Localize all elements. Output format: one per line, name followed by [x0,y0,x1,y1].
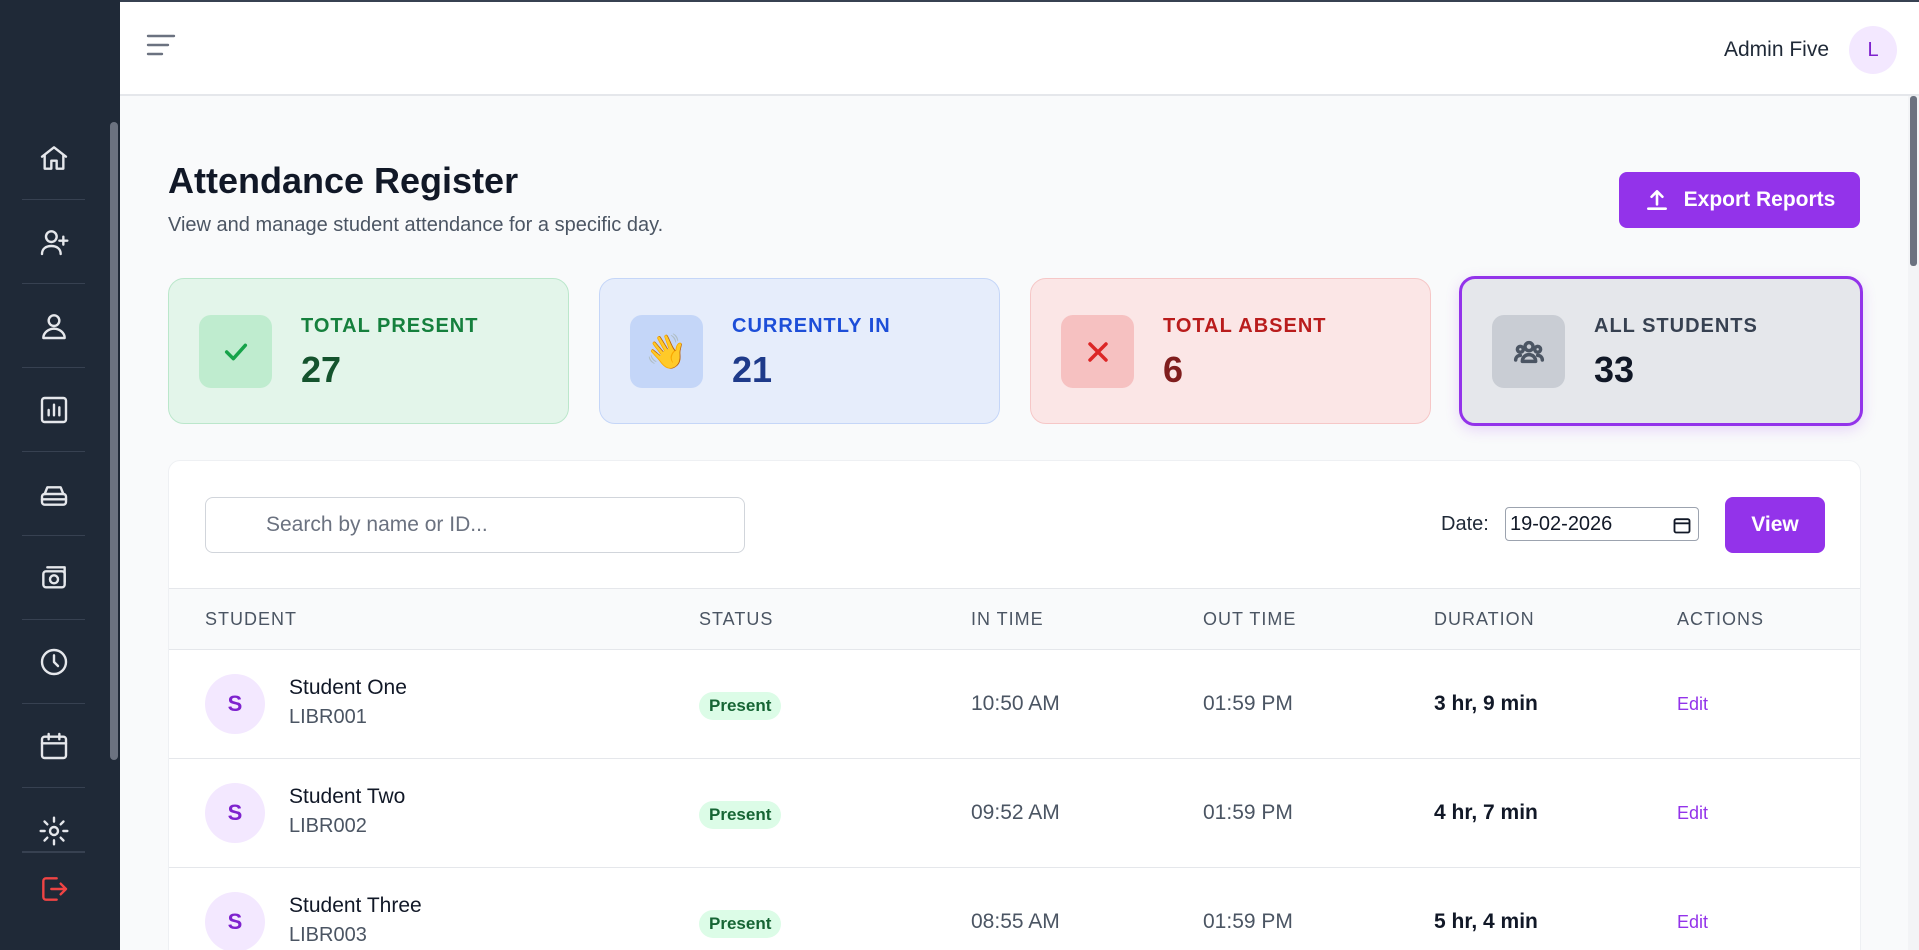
nav-clock[interactable] [22,620,85,704]
in-time: 08:55 AM [971,910,1060,933]
stat-card-all-students[interactable]: ALL STUDENTS 33 [1459,276,1863,426]
table-row: S Student Three LIBR003 Present 08:55 AM… [169,868,1860,950]
payments-icon [41,565,66,589]
nav-payments[interactable] [22,536,85,620]
duration: 4 hr, 7 min [1434,801,1538,824]
calendar-icon [40,732,67,759]
close-icon [1061,315,1134,388]
check-icon [199,315,272,388]
column-header: STUDENT [205,609,297,629]
stat-card-total-present[interactable]: TOTAL PRESENT 27 [168,278,569,424]
stat-value: 21 [732,349,773,390]
search-input[interactable]: Search by name or ID... [205,497,745,553]
export-reports-label: Export Reports [1683,188,1836,211]
duration: 5 hr, 4 min [1434,910,1538,933]
status-badge: Present [699,801,782,829]
date-value: 19-02-2026 [1510,512,1613,535]
page-title: Attendance Register [168,160,519,201]
calendar-picker-icon[interactable] [1672,515,1692,535]
sidebar [0,0,120,950]
student-id: LIBR003 [289,924,367,946]
upload-icon [1646,190,1667,210]
page-subtitle: View and manage student attendance for a… [168,214,664,236]
stat-value: 27 [301,349,342,390]
stat-card-currently-in[interactable]: 👋 CURRENTLY IN 21 [599,278,1000,424]
admin-name: Admin Five [1723,38,1829,61]
table-row: S Student Two LIBR002 Present 09:52 AM 0… [169,759,1860,868]
attendance-panel: Search by name or ID... Date: 19-02-2026… [168,460,1861,950]
table-row: S Student One LIBR001 Present 10:50 AM 0… [169,650,1860,759]
column-header: DURATION [1434,609,1535,629]
nav-reports[interactable] [22,368,85,452]
sidebar-scrollbar[interactable] [110,122,118,760]
in-time: 09:52 AM [971,801,1060,824]
nav-students[interactable] [22,284,85,368]
duration: 3 hr, 9 min [1434,692,1538,715]
student-id: LIBR002 [289,815,367,837]
library-icon [40,485,67,506]
student-name: Student Three [289,894,422,917]
in-time: 10:50 AM [971,692,1060,715]
stat-label: TOTAL ABSENT [1163,315,1327,337]
edit-link[interactable]: Edit [1677,694,1709,714]
out-time: 01:59 PM [1203,801,1293,824]
date-field[interactable]: 19-02-2026 [1505,507,1699,541]
stat-value: 33 [1594,349,1635,390]
nav-logout[interactable] [22,852,85,924]
student-avatar: S [205,783,265,843]
nav-settings[interactable] [22,788,85,852]
stat-card-total-absent[interactable]: TOTAL ABSENT 6 [1030,278,1431,424]
stat-label: ALL STUDENTS [1594,315,1758,337]
clock-icon [40,648,67,675]
menu-toggle-icon[interactable] [146,32,176,58]
out-time: 01:59 PM [1203,692,1293,715]
edit-link[interactable]: Edit [1677,803,1709,823]
home-icon [40,145,67,170]
out-time: 01:59 PM [1203,910,1293,933]
gear-icon [38,816,69,846]
waving-hand-icon: 👋 [630,315,703,388]
avatar[interactable]: L [1849,26,1897,74]
reports-chart-icon [40,396,67,423]
date-label: Date: [1441,513,1489,535]
group-icon [1492,315,1565,388]
logout-icon [41,876,67,901]
column-header: IN TIME [971,609,1044,629]
table-header: STUDENT STATUS IN TIME OUT TIME DURATION… [169,588,1860,650]
student-name: Student One [289,676,407,699]
nav-add-user[interactable] [22,200,85,284]
status-badge: Present [699,910,782,938]
column-header: STATUS [699,609,774,629]
student-id: LIBR001 [289,706,367,728]
column-header: ACTIONS [1677,609,1765,629]
nav-calendar[interactable] [22,704,85,788]
stat-label: CURRENTLY IN [732,315,891,337]
view-button[interactable]: View [1725,497,1825,553]
students-icon [41,313,66,339]
status-badge: Present [699,692,782,720]
student-avatar: S [205,892,265,950]
stat-value: 6 [1163,349,1184,390]
student-name: Student Two [289,785,406,808]
main-scrollbar[interactable] [1908,96,1919,950]
add-user-icon [40,229,69,255]
stat-label: TOTAL PRESENT [301,315,479,337]
topbar: Admin Five L [120,0,1919,96]
column-header: OUT TIME [1203,609,1297,629]
nav-library[interactable] [22,452,85,536]
student-avatar: S [205,674,265,734]
nav-home[interactable] [22,116,85,200]
edit-link[interactable]: Edit [1677,912,1709,932]
export-reports-button[interactable]: Export Reports [1619,172,1860,228]
